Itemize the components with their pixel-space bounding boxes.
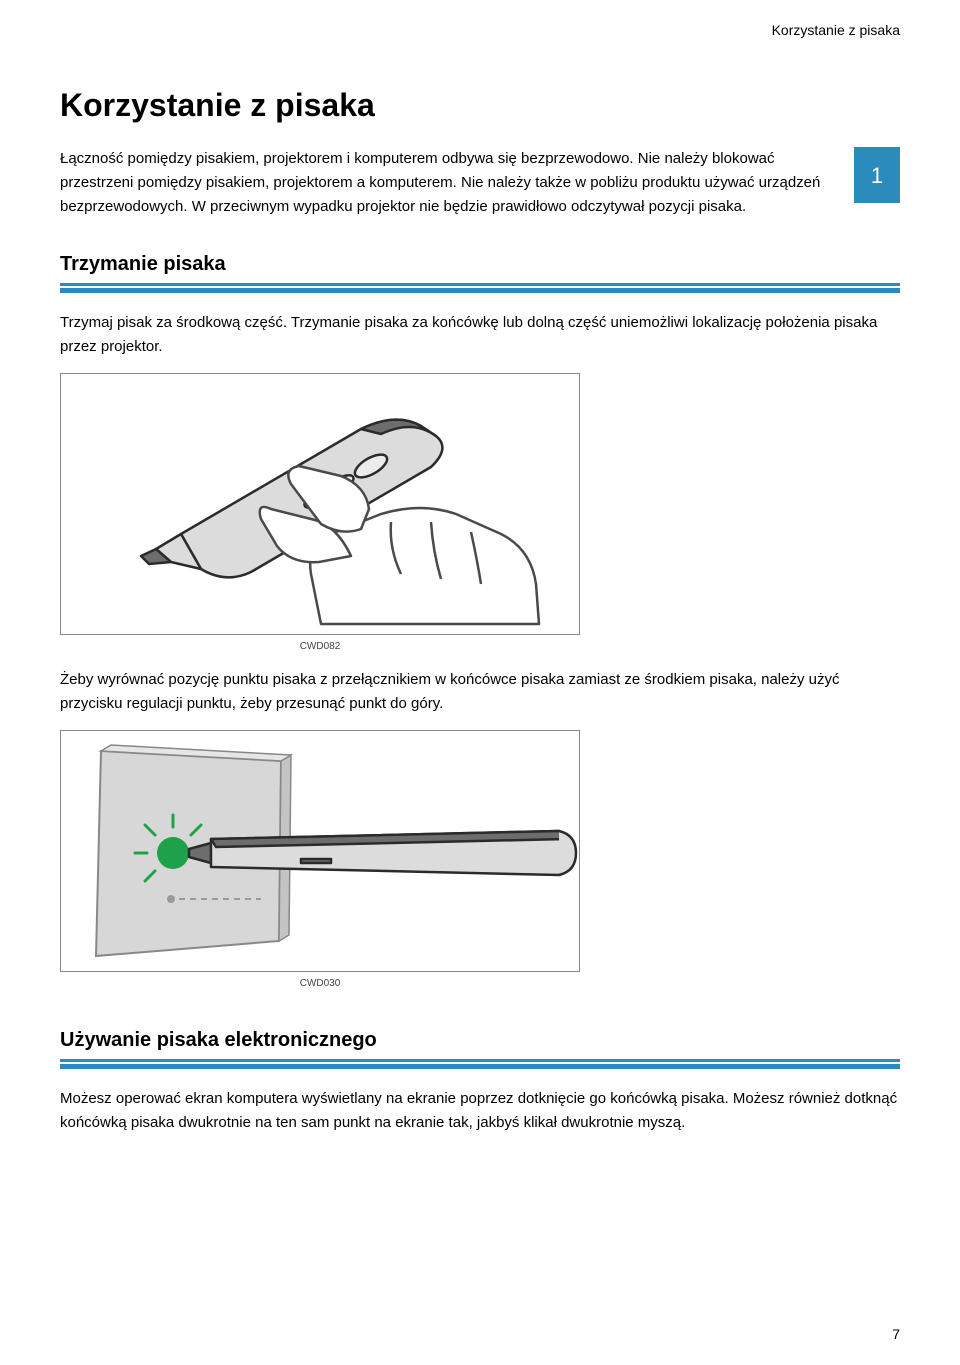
section2-paragraph1: Możesz operować ekran komputera wyświetl… bbox=[60, 1087, 900, 1135]
section-heading-using: Używanie pisaka elektronicznego bbox=[60, 1025, 900, 1055]
figure-hand-holding-pen bbox=[60, 373, 580, 635]
figure-pen-touching-board bbox=[60, 730, 580, 972]
heading-underline-thick-2 bbox=[60, 1064, 900, 1069]
page-title: Korzystanie z pisaka bbox=[60, 81, 900, 129]
figure2-caption: CWD030 bbox=[60, 976, 580, 991]
running-header: Korzystanie z pisaka bbox=[60, 20, 900, 41]
heading-underline bbox=[60, 283, 900, 286]
intro-paragraph: Łączność pomiędzy pisakiem, projektorem … bbox=[60, 147, 834, 219]
section-heading-holding: Trzymanie pisaka bbox=[60, 249, 900, 279]
chapter-tab: 1 bbox=[854, 147, 900, 203]
intro-row: Łączność pomiędzy pisakiem, projektorem … bbox=[60, 147, 900, 219]
figure1-caption: CWD082 bbox=[60, 639, 580, 654]
document-page: Korzystanie z pisaka Korzystanie z pisak… bbox=[0, 0, 960, 1189]
section1-paragraph2: Żeby wyrównać pozycję punktu pisaka z pr… bbox=[60, 668, 900, 716]
page-number: 7 bbox=[892, 1324, 900, 1345]
heading-underline-thick bbox=[60, 288, 900, 293]
heading-underline-2 bbox=[60, 1059, 900, 1062]
section1-paragraph1: Trzymaj pisak za środkową część. Trzyman… bbox=[60, 311, 900, 359]
